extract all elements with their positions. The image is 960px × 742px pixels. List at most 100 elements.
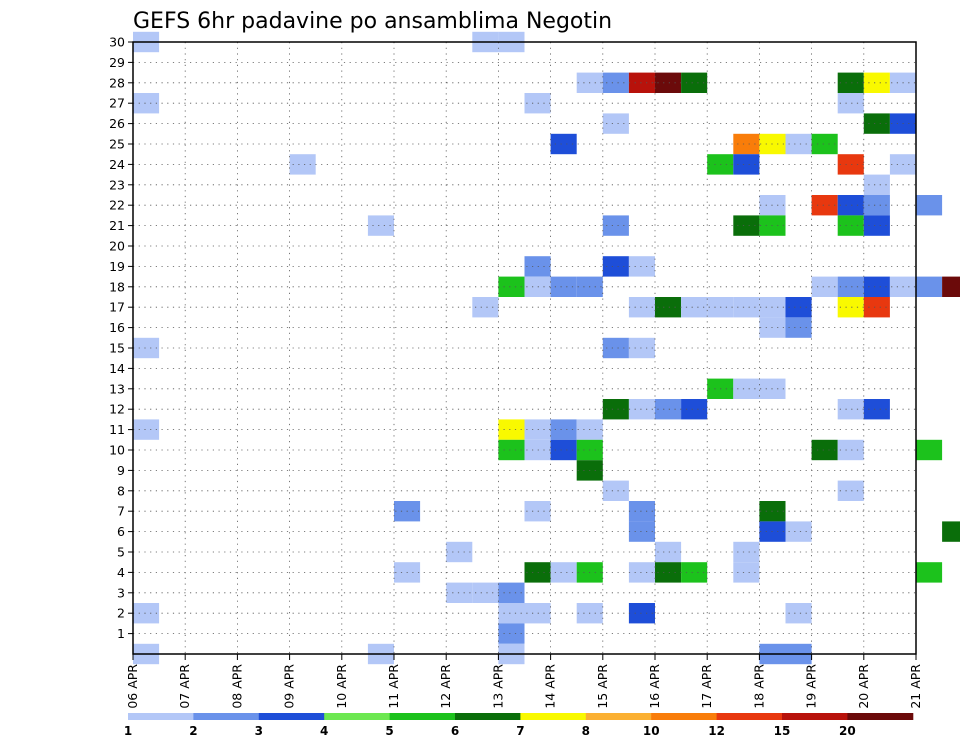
heatmap-cell <box>655 541 682 563</box>
heatmap-cell <box>628 337 655 359</box>
colorbar-swatch <box>716 713 783 720</box>
y-tick-label: 7 <box>117 504 125 519</box>
heatmap-cell <box>628 562 655 583</box>
y-tick-label: 19 <box>109 259 125 274</box>
y-tick-label: 15 <box>109 341 125 356</box>
heatmap-cell <box>837 154 864 175</box>
colorbar-label: 2 <box>189 724 197 738</box>
colorbar-label: 10 <box>643 724 660 738</box>
colorbar-swatch <box>847 713 914 720</box>
heatmap-cell <box>446 541 473 563</box>
heatmap-cell <box>524 256 551 277</box>
y-tick-label: 21 <box>109 218 125 233</box>
y-tick-label: 3 <box>117 585 125 600</box>
heatmap-cell <box>655 297 682 318</box>
heatmap-cell <box>785 133 812 155</box>
heatmap-cell <box>733 154 760 175</box>
colorbar-swatch <box>324 713 391 720</box>
heatmap-cell <box>863 297 890 318</box>
heatmap-cell <box>785 317 812 338</box>
heatmap-cell <box>655 72 682 93</box>
colorbar-label: 7 <box>516 724 524 738</box>
colorbar-label: 5 <box>385 724 393 738</box>
heatmap-cell <box>498 276 525 297</box>
chart-title: GEFS 6hr padavine po ansamblima Negotin <box>133 9 612 34</box>
colorbar-label: 4 <box>320 724 328 738</box>
heatmap-cell <box>916 276 943 297</box>
heatmap-cell <box>655 399 682 420</box>
heatmap-cell <box>289 154 316 175</box>
heatmap-cell <box>472 582 499 603</box>
y-tick-label: 18 <box>109 279 125 294</box>
heatmap-cell <box>863 399 890 420</box>
heatmap-cell <box>681 562 708 583</box>
heatmap-cell <box>837 439 864 461</box>
heatmap-cell <box>811 195 838 216</box>
y-tick-label: 22 <box>109 198 125 213</box>
heatmap-cell <box>942 521 960 542</box>
colorbar-swatch <box>782 713 848 720</box>
x-tick-label: 19 APR <box>804 664 819 709</box>
colorbar-label: 8 <box>582 724 590 738</box>
heatmap-cell <box>498 603 525 624</box>
x-tick-label: 10 APR <box>334 664 349 709</box>
colorbar-swatch <box>258 713 325 720</box>
x-tick-label: 11 APR <box>386 664 401 709</box>
y-tick-label: 8 <box>117 483 125 498</box>
x-tick-label: 07 APR <box>177 664 192 709</box>
colorbar-swatch <box>193 713 260 720</box>
colorbar-label: 20 <box>839 724 856 738</box>
heatmap-cell <box>916 195 943 216</box>
heatmap-cell <box>367 215 394 236</box>
heatmap-cell <box>628 521 655 542</box>
colorbar-swatch <box>128 713 194 720</box>
x-tick-label: 21 APR <box>908 664 923 709</box>
x-tick-label: 08 APR <box>229 664 244 709</box>
heatmap-cell <box>733 378 760 399</box>
colorbar-swatch <box>585 713 652 720</box>
x-tick-label: 16 APR <box>647 664 662 709</box>
heatmap-cell <box>681 297 708 318</box>
heatmap-cell <box>811 276 838 297</box>
heatmap-cell <box>733 297 760 318</box>
heatmap-cell <box>837 195 864 216</box>
heatmap-cell <box>602 256 629 277</box>
colorbar-swatch <box>520 713 587 720</box>
y-tick-label: 17 <box>109 300 125 315</box>
heatmap-cell <box>524 439 551 461</box>
y-tick-label: 23 <box>109 177 125 192</box>
heatmap-cell <box>837 276 864 297</box>
heatmap-cell <box>498 439 525 461</box>
y-tick-label: 24 <box>109 157 125 172</box>
y-tick-label: 29 <box>109 55 125 70</box>
y-tick-label: 27 <box>109 96 125 111</box>
y-tick-label: 14 <box>109 361 125 376</box>
y-tick-label: 2 <box>117 606 125 621</box>
colorbar-swatch <box>651 713 718 720</box>
heatmap-cell <box>916 439 943 461</box>
heatmap-cell <box>498 582 525 603</box>
heatmap-cell <box>628 256 655 277</box>
heatmap-cell <box>785 521 812 542</box>
heatmap-cell <box>524 603 551 624</box>
heatmap-cell <box>863 174 890 195</box>
y-tick-label: 9 <box>117 463 125 478</box>
x-tick-label: 13 APR <box>490 664 505 709</box>
heatmap-cell <box>837 399 864 420</box>
heatmap-cell <box>837 480 864 501</box>
heatmap-cell <box>628 399 655 420</box>
x-tick-label: 20 APR <box>856 664 871 709</box>
y-tick-label: 4 <box>117 565 125 580</box>
heatmap-cell <box>628 501 655 522</box>
heatmap-cell <box>550 276 577 297</box>
heatmap-cell <box>524 562 551 583</box>
x-tick-label: 14 APR <box>543 664 558 709</box>
colorbar-swatch <box>389 713 456 720</box>
heatmap-cell <box>628 603 655 624</box>
heatmap-cell <box>863 215 890 236</box>
heatmap-cell <box>655 562 682 583</box>
heatmap-cell <box>837 93 864 114</box>
heatmap-cell <box>550 562 577 583</box>
heatmap-cell <box>733 562 760 583</box>
